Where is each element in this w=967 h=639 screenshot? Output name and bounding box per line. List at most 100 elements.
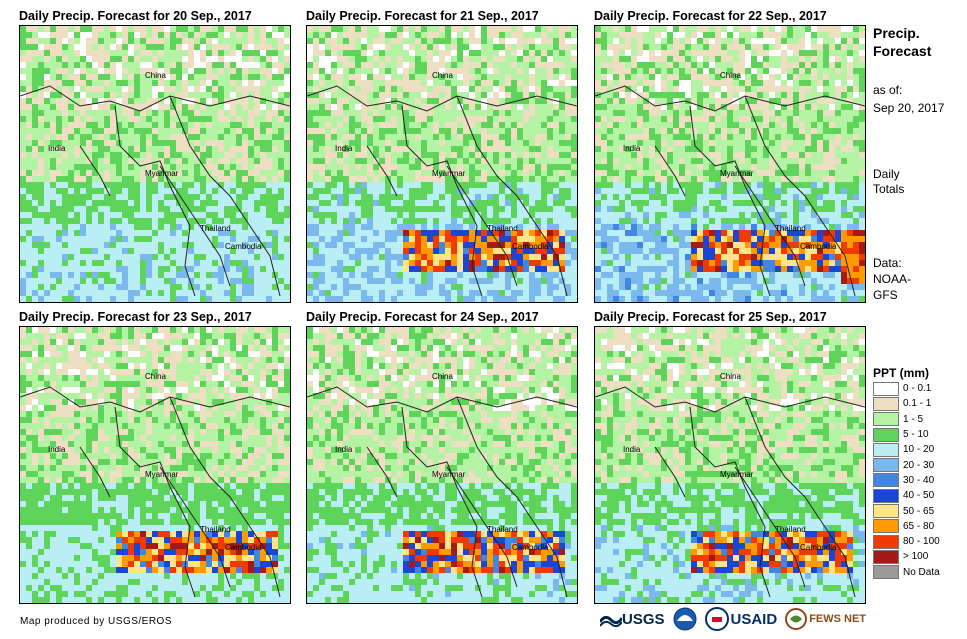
legend-item: 5 - 10 bbox=[873, 427, 940, 442]
country-border bbox=[366, 145, 398, 197]
country-border bbox=[159, 466, 231, 588]
country-border bbox=[366, 446, 398, 498]
legend-label: 1 - 5 bbox=[903, 413, 924, 425]
country-label-cambodia: Cambodia bbox=[225, 543, 262, 552]
usaid-logo: USAID bbox=[704, 606, 778, 632]
country-border bbox=[20, 386, 290, 413]
precip-map: China India Myanmar Thailand Cambodia bbox=[594, 25, 866, 303]
country-label-myanmar: Myanmar bbox=[720, 470, 754, 479]
legend-label: 0.1 - 1 bbox=[903, 398, 932, 410]
asof-date: Sep 20, 2017 bbox=[873, 101, 945, 115]
precip-map: China India Myanmar Thailand Cambodia bbox=[19, 25, 291, 303]
country-label-cambodia: Cambodia bbox=[800, 543, 837, 552]
country-border bbox=[159, 165, 231, 287]
legend-item: 40 - 50 bbox=[873, 488, 940, 503]
legend-item: 30 - 40 bbox=[873, 473, 940, 488]
precip-map: China India Myanmar Thailand Cambodia bbox=[306, 25, 578, 303]
country-label-cambodia: Cambodia bbox=[225, 242, 262, 251]
legend-item: 0.1 - 1 bbox=[873, 396, 940, 411]
legend-item: 10 - 20 bbox=[873, 442, 940, 457]
legend-swatch bbox=[873, 488, 899, 503]
country-label-india: India bbox=[48, 445, 66, 454]
usgs-wave-icon bbox=[600, 615, 622, 628]
country-label-myanmar: Myanmar bbox=[145, 470, 179, 479]
country-border bbox=[446, 165, 518, 287]
usaid-seal-icon bbox=[704, 607, 729, 631]
legend-item: 1 - 5 bbox=[873, 412, 940, 427]
country-label-myanmar: Myanmar bbox=[145, 169, 179, 178]
forecast-panel-5: Daily Precip. Forecast for 24 Sep., 2017… bbox=[306, 309, 578, 604]
country-border bbox=[79, 145, 111, 197]
precip-field bbox=[20, 26, 290, 302]
country-label-thailand: Thailand bbox=[200, 224, 231, 233]
panel-title: Daily Precip. Forecast for 24 Sep., 2017 bbox=[306, 310, 539, 324]
legend-item: 80 - 100 bbox=[873, 534, 940, 549]
legend-swatch bbox=[873, 381, 899, 396]
country-label-myanmar: Myanmar bbox=[432, 470, 466, 479]
country-border bbox=[169, 95, 281, 297]
country-border bbox=[744, 396, 856, 598]
country-border bbox=[654, 145, 686, 197]
panel-title: Daily Precip. Forecast for 22 Sep., 2017 bbox=[594, 9, 827, 23]
precip-field bbox=[307, 327, 577, 603]
side-title: Precip. Forecast bbox=[873, 25, 932, 59]
legend-title: PPT (mm) bbox=[873, 366, 930, 380]
country-label-cambodia: Cambodia bbox=[512, 543, 549, 552]
precip-field bbox=[20, 327, 290, 603]
country-border bbox=[20, 85, 290, 112]
legend-label: > 100 bbox=[903, 551, 929, 563]
asof-label: as of: bbox=[873, 83, 903, 97]
usgs-logo: USGS bbox=[600, 606, 665, 632]
legend-label: 5 - 10 bbox=[903, 429, 929, 441]
country-label-india: India bbox=[623, 144, 641, 153]
legend-swatch bbox=[873, 504, 899, 519]
country-border bbox=[169, 396, 281, 598]
legend-label: 10 - 20 bbox=[903, 444, 935, 456]
legend-label: 20 - 30 bbox=[903, 459, 935, 471]
fewsnet-logo-text: FEWS NET bbox=[809, 613, 867, 625]
precip-map: China India Myanmar Thailand Cambodia bbox=[306, 326, 578, 604]
country-label-thailand: Thailand bbox=[775, 224, 806, 233]
country-border bbox=[456, 95, 568, 297]
legend-swatch bbox=[873, 396, 899, 411]
legend-item: 0 - 0.1 bbox=[873, 381, 940, 396]
usaid-logo-text: USAID bbox=[730, 610, 778, 628]
country-border bbox=[595, 85, 865, 112]
legend-swatch bbox=[873, 534, 899, 549]
forecast-panel-2: Daily Precip. Forecast for 21 Sep., 2017… bbox=[306, 8, 578, 303]
legend-item: > 100 bbox=[873, 549, 940, 564]
country-label-china: China bbox=[432, 372, 453, 381]
map-credit: Map produced by USGS/EROS bbox=[20, 616, 173, 627]
country-label-india: India bbox=[335, 445, 353, 454]
country-label-china: China bbox=[720, 372, 741, 381]
totals-line-1: Daily bbox=[873, 167, 900, 181]
country-label-thailand: Thailand bbox=[487, 224, 518, 233]
panel-title: Daily Precip. Forecast for 23 Sep., 2017 bbox=[19, 310, 252, 324]
legend-item: 20 - 30 bbox=[873, 457, 940, 473]
country-label-india: India bbox=[335, 144, 353, 153]
noaa-logo bbox=[673, 606, 697, 632]
data-source-1: NOAA- bbox=[873, 272, 912, 286]
forecast-panel-1: Daily Precip. Forecast for 20 Sep., 2017… bbox=[19, 8, 291, 303]
country-border bbox=[446, 466, 518, 588]
country-border bbox=[595, 386, 865, 413]
country-label-india: India bbox=[623, 445, 641, 454]
legend-swatch bbox=[873, 458, 899, 473]
usgs-logo-text: USGS bbox=[622, 610, 665, 628]
panel-title: Daily Precip. Forecast for 21 Sep., 2017 bbox=[306, 9, 539, 23]
country-border bbox=[654, 446, 686, 498]
legend-swatch bbox=[873, 427, 899, 442]
fewsnet-logo: FEWS NET bbox=[785, 606, 866, 632]
legend: 0 - 0.1 0.1 - 1 1 - 5 5 - 10 10 - 20 20 - 30 3… bbox=[873, 381, 940, 580]
country-label-china: China bbox=[145, 71, 166, 80]
country-border bbox=[307, 85, 577, 112]
country-label-china: China bbox=[432, 71, 453, 80]
totals-line-2: Totals bbox=[873, 182, 905, 196]
precip-field bbox=[307, 26, 577, 302]
precip-field bbox=[595, 26, 865, 302]
legend-label: 40 - 50 bbox=[903, 490, 935, 502]
country-label-china: China bbox=[720, 71, 741, 80]
panel-title: Daily Precip. Forecast for 20 Sep., 2017 bbox=[19, 9, 252, 23]
precip-map: China India Myanmar Thailand Cambodia bbox=[19, 326, 291, 604]
country-label-thailand: Thailand bbox=[487, 525, 518, 534]
